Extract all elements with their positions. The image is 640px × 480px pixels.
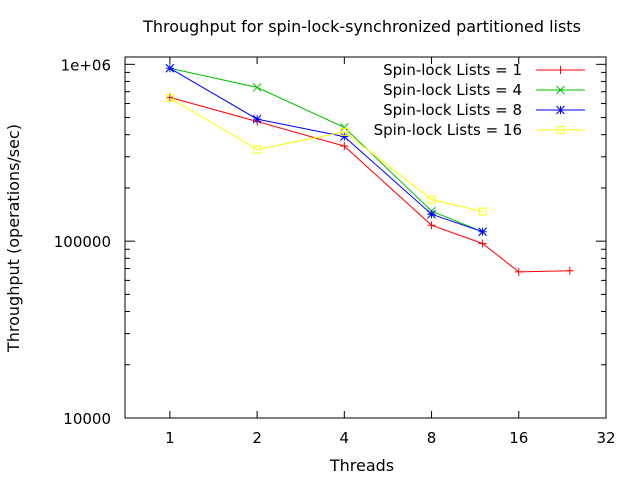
legend-marker — [556, 126, 565, 134]
legend: Spin-lock Lists = 1 Spin-lock Lists = 4 Sp… — [374, 61, 585, 139]
x-tick-label: 4 — [340, 429, 350, 447]
legend-marker — [556, 85, 565, 95]
legend-marker — [556, 66, 565, 74]
data-point — [252, 83, 262, 92]
data-point — [478, 239, 487, 248]
x-tick-label: 8 — [427, 429, 437, 447]
data-point — [427, 221, 436, 230]
series-layer — [165, 63, 574, 276]
data-point — [514, 267, 523, 276]
data-point — [427, 195, 436, 204]
data-point — [165, 63, 175, 73]
data-point — [565, 266, 574, 275]
y-tick-label: 100000 — [54, 233, 111, 251]
series-line — [169, 97, 483, 213]
series-group — [165, 93, 487, 216]
x-tick-label: 1 — [165, 429, 175, 447]
y-tick-label: 10000 — [63, 410, 111, 428]
plot-border — [124, 56, 607, 419]
legend-label: Spin-lock Lists = 4 — [383, 81, 522, 99]
y-tick-label: 1e+06 — [61, 56, 111, 74]
legend-label: Spin-lock Lists = 16 — [374, 121, 522, 139]
x-tick-label: 16 — [509, 429, 528, 447]
x-axis-label: Threads — [329, 456, 394, 475]
x-tick-label: 32 — [596, 429, 615, 447]
data-point — [478, 227, 487, 237]
data-point — [478, 207, 487, 216]
legend-label: Spin-lock Lists = 1 — [383, 61, 522, 79]
legend-marker — [556, 105, 565, 115]
data-point — [427, 209, 436, 219]
data-point — [340, 142, 349, 151]
data-point — [253, 145, 262, 154]
chart-title: Throughput for spin-lock-synchronized pa… — [142, 17, 581, 36]
data-point — [339, 123, 349, 132]
series-group — [165, 63, 487, 237]
data-point — [165, 93, 174, 102]
legend-label: Spin-lock Lists = 8 — [383, 101, 522, 119]
x-tick-label: 2 — [252, 429, 262, 447]
axes: 1 2 4 8 16 32 10000 100000 1e+06 — [54, 56, 616, 447]
data-point — [252, 114, 262, 124]
data-point — [340, 127, 349, 136]
y-axis-label: Throughput (operations/sec) — [4, 124, 23, 353]
data-point — [339, 132, 349, 141]
